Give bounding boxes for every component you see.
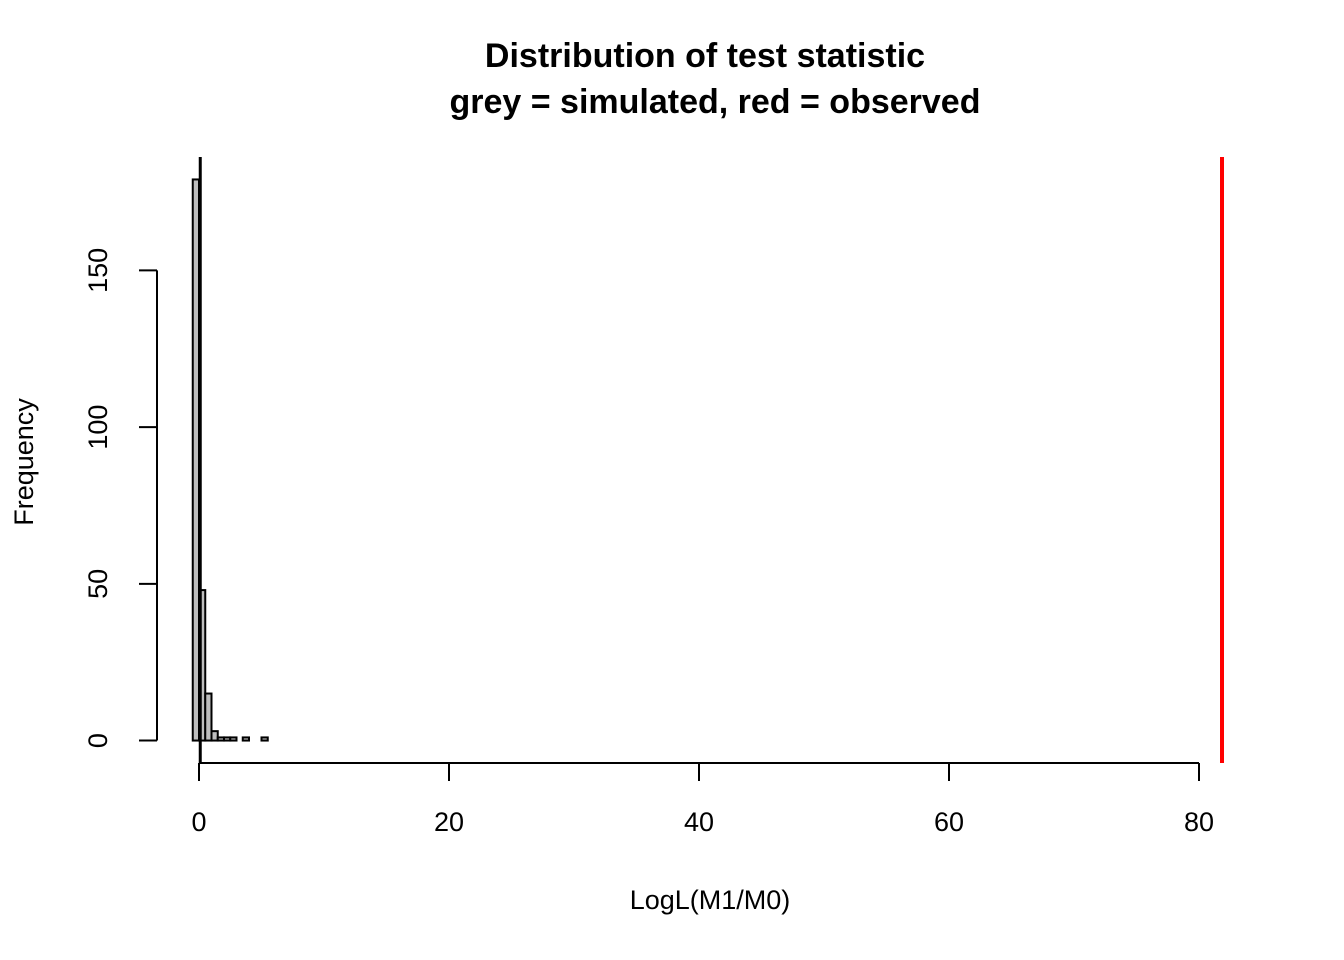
x-axis-label: LogL(M1/M0) bbox=[630, 885, 791, 915]
y-tick-label: 50 bbox=[83, 569, 113, 599]
x-tick-label: 60 bbox=[934, 807, 964, 837]
y-tick-label: 0 bbox=[83, 733, 113, 748]
y-tick-label: 150 bbox=[83, 248, 113, 293]
x-tick-label: 40 bbox=[684, 807, 714, 837]
x-tick-label: 20 bbox=[434, 807, 464, 837]
chart-title: Distribution of test statistic bbox=[485, 37, 925, 75]
x-tick-label: 0 bbox=[191, 807, 206, 837]
bar bbox=[241, 736, 250, 742]
x-tick-label: 80 bbox=[1184, 807, 1214, 837]
y-axis-label: Frequency bbox=[9, 398, 39, 526]
y-tick-label: 100 bbox=[83, 405, 113, 450]
bar bbox=[204, 692, 213, 742]
bar bbox=[210, 730, 219, 742]
bar bbox=[260, 736, 269, 742]
chart-subtitle: grey = simulated, red = observed bbox=[449, 83, 980, 121]
bar bbox=[229, 736, 238, 742]
